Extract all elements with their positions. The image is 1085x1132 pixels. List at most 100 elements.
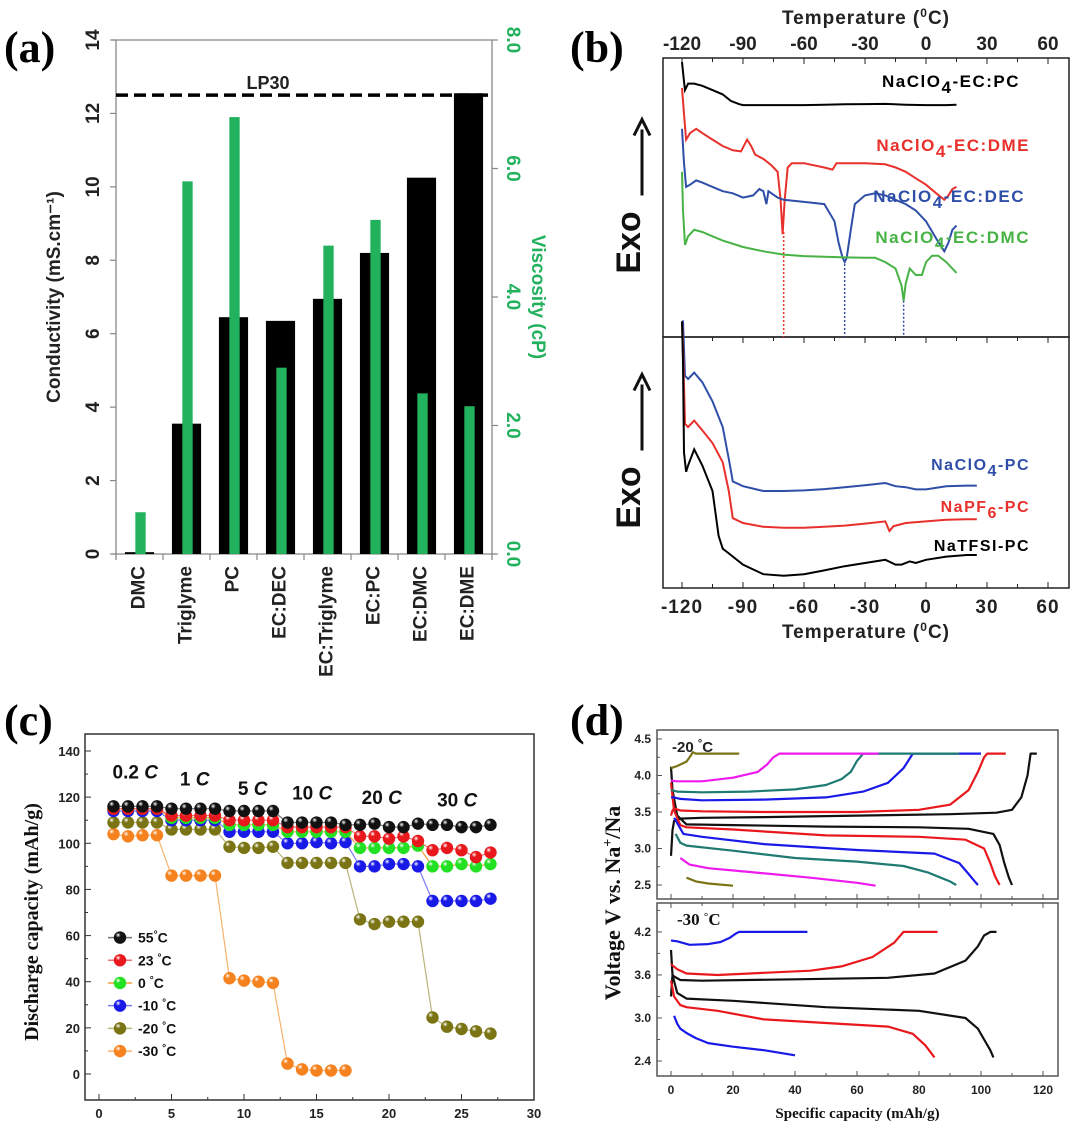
data-point <box>281 1057 294 1070</box>
data-point <box>455 857 468 871</box>
x-tick-label-top: 60 <box>1037 34 1058 55</box>
x-tick-label-top: 30 <box>976 34 997 55</box>
x-tick-label: 0 <box>95 1106 102 1121</box>
rate-label-unit: C <box>144 763 158 784</box>
legend-label-degree: ° <box>162 1020 166 1031</box>
y-tick-label: 40 <box>66 975 80 990</box>
data-point <box>136 816 149 829</box>
data-point <box>397 820 410 834</box>
y-tick-label: 0 <box>73 1067 80 1082</box>
x-tick-label: 5 <box>168 1106 175 1121</box>
x-tick-label: 15 <box>309 1106 323 1121</box>
series-label-subscript: 4 <box>988 463 998 480</box>
rate-label-unit: C <box>463 790 477 811</box>
rate-label: 0.2 C <box>113 763 159 784</box>
data-point <box>411 817 425 830</box>
data-point <box>194 823 207 836</box>
data-point <box>353 830 367 843</box>
data-point <box>484 857 497 871</box>
bar-viscosity <box>464 406 475 554</box>
legend-label: -20 °C <box>138 1020 176 1036</box>
legend-marker <box>113 931 127 944</box>
exo-label-bottom: Exo <box>610 466 648 528</box>
series-label-text: NaClO <box>875 228 934 247</box>
data-point <box>194 869 207 882</box>
x-tick-label-bottom: 30 <box>975 597 998 618</box>
y-tick-label: 4.0 <box>634 769 651 783</box>
data-point <box>382 841 396 855</box>
data-point <box>397 830 410 843</box>
data-point <box>353 860 367 873</box>
x-category-label: PC <box>223 566 244 593</box>
x-tick-label: 30 <box>527 1106 541 1121</box>
bar-viscosity <box>276 367 287 554</box>
data-point <box>266 814 280 827</box>
dsc-curve <box>681 87 957 235</box>
data-point <box>324 816 338 829</box>
data-point <box>426 894 439 908</box>
temperature-value: -30 <box>677 910 704 929</box>
data-point <box>310 856 323 870</box>
x-tick-label-bottom: -90 <box>728 597 758 618</box>
x-category-label: EC:DME <box>458 566 479 641</box>
series-label-text: NaPF <box>941 499 988 516</box>
temperature-unit: C <box>702 739 713 756</box>
temperature-label: -20 °C <box>672 738 713 756</box>
data-point <box>455 894 468 908</box>
temperature-unit: C <box>708 910 720 929</box>
data-point <box>295 837 309 850</box>
data-point <box>368 860 381 873</box>
exo-arrow-icon <box>632 116 652 137</box>
data-point <box>165 802 178 815</box>
series-label-subscript: 4 <box>936 142 947 161</box>
bar-viscosity <box>229 117 240 554</box>
series-label-text: NaClO <box>931 457 987 474</box>
x-axis-title: Cycling number (n) <box>226 1129 393 1132</box>
data-point <box>281 837 294 850</box>
x-tick-label-bottom: -30 <box>850 597 880 618</box>
x-category-label: EC:DEC <box>270 566 291 639</box>
bar-viscosity <box>370 219 381 554</box>
data-point <box>484 818 497 832</box>
series-label: NaPF6-PC <box>941 499 1030 522</box>
bar-viscosity <box>182 181 193 554</box>
data-point <box>121 816 135 829</box>
data-point <box>440 818 454 832</box>
y-tick-label: 2.5 <box>634 878 651 892</box>
rate-label-value: 1 <box>180 770 196 791</box>
temperature-degree: ° <box>698 738 702 750</box>
data-point <box>397 857 410 871</box>
data-point <box>440 894 454 908</box>
data-point <box>223 804 236 818</box>
legend-label-degree: ° <box>154 930 158 941</box>
lp30-label: LP30 <box>246 73 289 93</box>
y-tick-label: 3.5 <box>634 805 651 819</box>
data-point <box>411 860 425 873</box>
y-tick-label-left: 12 <box>83 103 104 124</box>
series-label: NaClO4-EC:DEC <box>873 187 1025 212</box>
legend-label-unit: C <box>158 930 168 946</box>
y-axis-title-superscript: + <box>601 839 616 847</box>
data-point <box>469 894 483 908</box>
legend-label-degree: ° <box>162 998 166 1009</box>
data-point <box>237 841 251 855</box>
panel-label-c: (c) <box>4 696 53 745</box>
data-point <box>136 800 149 813</box>
voltage-curve-charge-red <box>670 930 938 977</box>
y-tick-label-left: 10 <box>83 176 104 197</box>
axis-title-text: C) <box>928 8 950 29</box>
plot-box-bottom <box>662 336 1070 589</box>
data-point <box>252 804 265 818</box>
x-tick-label: 10 <box>237 1106 251 1121</box>
legend-label: 55°C <box>138 930 168 946</box>
x-tick-label: 100 <box>971 1083 991 1097</box>
bar-viscosity <box>323 245 334 554</box>
data-point <box>194 802 207 815</box>
voltage-curve-discharge-blue <box>673 1015 796 1057</box>
data-point <box>179 802 193 815</box>
data-point <box>426 860 439 873</box>
data-point <box>339 818 352 832</box>
y-axis-title-left: Conductivity (mS.cm⁻¹) <box>44 191 65 403</box>
axis-title-text: Temperature ( <box>782 8 920 29</box>
rate-label-value: 0.2 <box>113 763 145 784</box>
